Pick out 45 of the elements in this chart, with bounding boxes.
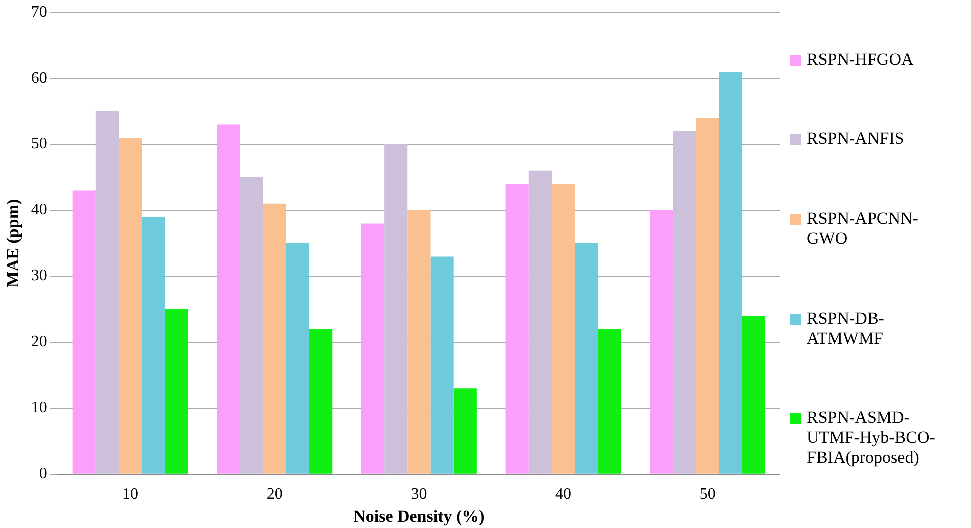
bar [96,112,120,474]
bar [286,244,310,474]
y-tick-label: 10 [31,400,48,417]
bar [408,210,431,474]
legend-label: RSPN-ASMD-UTMF-Hyb-BCO-FBIA(proposed) [807,408,936,468]
bar [361,224,385,474]
x-tick-label: 10 [122,486,139,504]
y-tick-label: 0 [39,466,48,483]
bar [673,131,696,474]
bar [430,256,454,474]
bar [506,184,529,474]
x-tick-label: 40 [556,486,572,504]
legend-label: RSPN-ANFIS [807,129,906,150]
bar [119,138,142,474]
legend-label: RSPN-HFGOA [807,50,915,70]
y-tick-label: 50 [31,136,48,153]
legend-label: RSPN-DB-ATMWMF [807,308,886,349]
bar [142,217,166,474]
bar [598,329,622,474]
bar [310,329,333,474]
bar [165,309,188,474]
bar [217,124,240,474]
bar [454,388,477,474]
bar [696,118,720,474]
y-tick-label: 60 [31,70,48,87]
y-tick-label: 20 [31,334,48,351]
x-axis-title: Noise Density (%) [354,507,485,526]
legend-label: RSPN-APCNN-GWO [807,208,920,249]
bar [575,244,598,474]
y-axis-title: MAE (ppm) [4,199,23,288]
bar [528,170,552,474]
bar [72,190,96,474]
bar [240,178,264,474]
bar [650,210,674,474]
y-tick-label: 40 [31,202,48,219]
bar [384,144,408,474]
bar [263,204,286,474]
bar [742,316,766,474]
y-tick-label: 70 [31,4,48,21]
bar [719,72,742,474]
y-tick-label: 30 [31,268,48,285]
bar [552,184,576,474]
x-tick-label: 30 [411,486,428,504]
x-tick-label: 20 [266,486,283,504]
x-tick-label: 50 [700,486,716,504]
